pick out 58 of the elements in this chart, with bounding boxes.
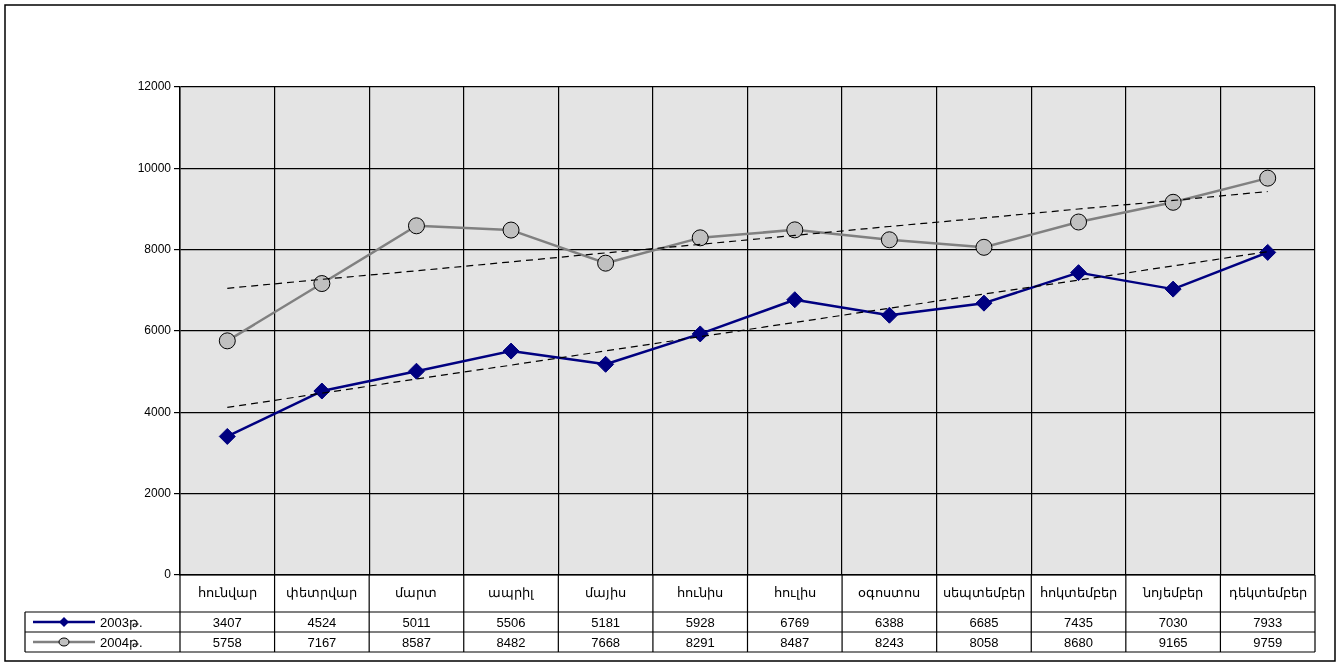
legend-label: 2004թ.: [100, 634, 143, 650]
data-label: 6685: [969, 614, 999, 630]
point: [502, 342, 520, 360]
data-label: 4524: [307, 614, 337, 630]
data-label: 5758: [212, 634, 242, 650]
y-tick-label: 6000: [144, 323, 172, 338]
point: [218, 427, 236, 445]
data-label: 6388: [874, 614, 904, 630]
data-label: 9759: [1253, 634, 1283, 650]
y-tick-label: 4000: [144, 404, 172, 419]
y-tick-label: 2000: [144, 485, 172, 500]
data-label: 7933: [1253, 614, 1283, 630]
data-label: 6769: [780, 614, 810, 630]
x-tick-label: փետրվար: [286, 585, 358, 601]
point: [880, 306, 898, 324]
legend-label: 2003թ.: [100, 614, 143, 630]
x-tick-label: հունիս: [677, 585, 724, 601]
point: [786, 291, 804, 309]
data-label: 7435: [1064, 614, 1093, 630]
x-tick-label: մարտ: [395, 585, 438, 601]
point: [1259, 243, 1277, 261]
point: [691, 325, 709, 343]
data-label: 8291: [685, 634, 715, 650]
point: [1070, 264, 1088, 282]
x-tick-label: հոկտեմբեր: [1040, 585, 1118, 601]
data-label: 8487: [780, 634, 810, 650]
y-tick-label: 12000: [137, 79, 172, 94]
point: [597, 355, 615, 373]
data-label: 8587: [402, 634, 431, 650]
y-tick-label: 0: [164, 567, 172, 582]
data-label: 5928: [685, 614, 715, 630]
x-tick-label: սեպտեմբեր: [942, 585, 1025, 601]
data-label: 7030: [1158, 614, 1188, 630]
data-label: 7167: [307, 634, 337, 650]
y-tick-label: 8000: [144, 241, 172, 256]
point: [1164, 280, 1182, 298]
data-label: 5181: [591, 614, 621, 630]
data-label: 3407: [212, 614, 242, 630]
data-label: 7668: [591, 634, 621, 650]
point: [407, 362, 425, 380]
point: [313, 382, 331, 400]
x-tick-label: մայիս: [585, 585, 627, 601]
x-tick-label: դեկտեմբեր: [1228, 585, 1307, 601]
x-tick-label: նոյեմբեր: [1142, 585, 1204, 601]
x-tick-label: օգոստոս: [858, 585, 921, 601]
point: [1164, 193, 1182, 211]
data-label: 5011: [402, 614, 431, 630]
y-tick-label: 10000: [137, 160, 172, 175]
data-label: 8482: [496, 634, 526, 650]
data-label: 8680: [1064, 634, 1093, 650]
x-tick-label: հուլիս: [773, 585, 816, 601]
data-label: 8058: [969, 634, 999, 650]
point: [975, 294, 993, 312]
data-label: 8243: [874, 634, 904, 650]
data-label: 5506: [496, 614, 526, 630]
x-tick-label: ապրիլ: [488, 585, 535, 601]
data-label: 9165: [1158, 634, 1188, 650]
x-tick-label: հունվար: [197, 585, 257, 601]
